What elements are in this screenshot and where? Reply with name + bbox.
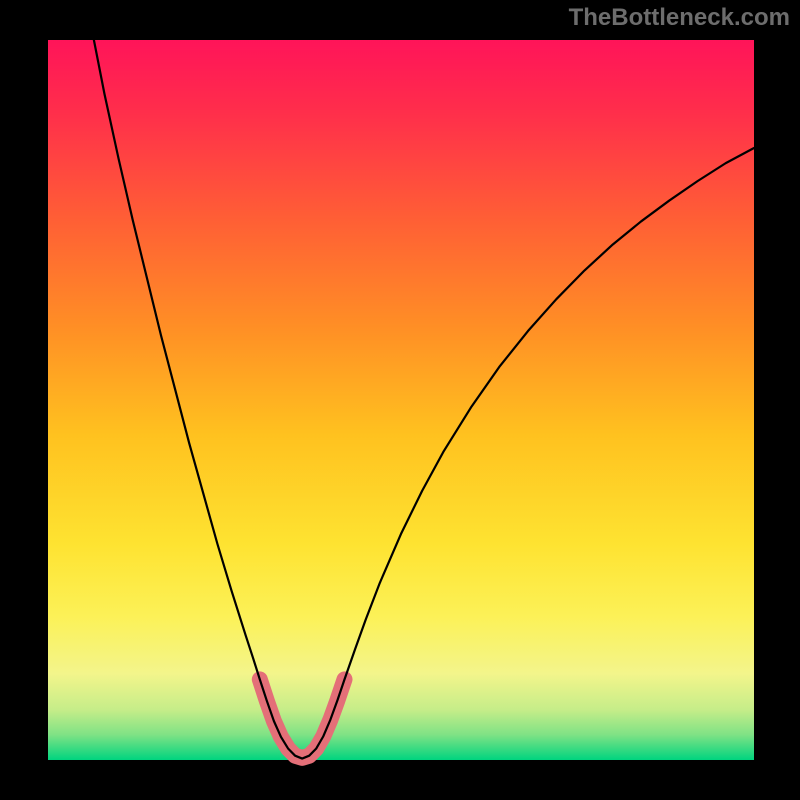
chart-root: TheBottleneck.com [0, 0, 800, 800]
bottleneck-chart [0, 0, 800, 800]
plot-background [48, 40, 754, 760]
watermark-text: TheBottleneck.com [569, 4, 790, 32]
